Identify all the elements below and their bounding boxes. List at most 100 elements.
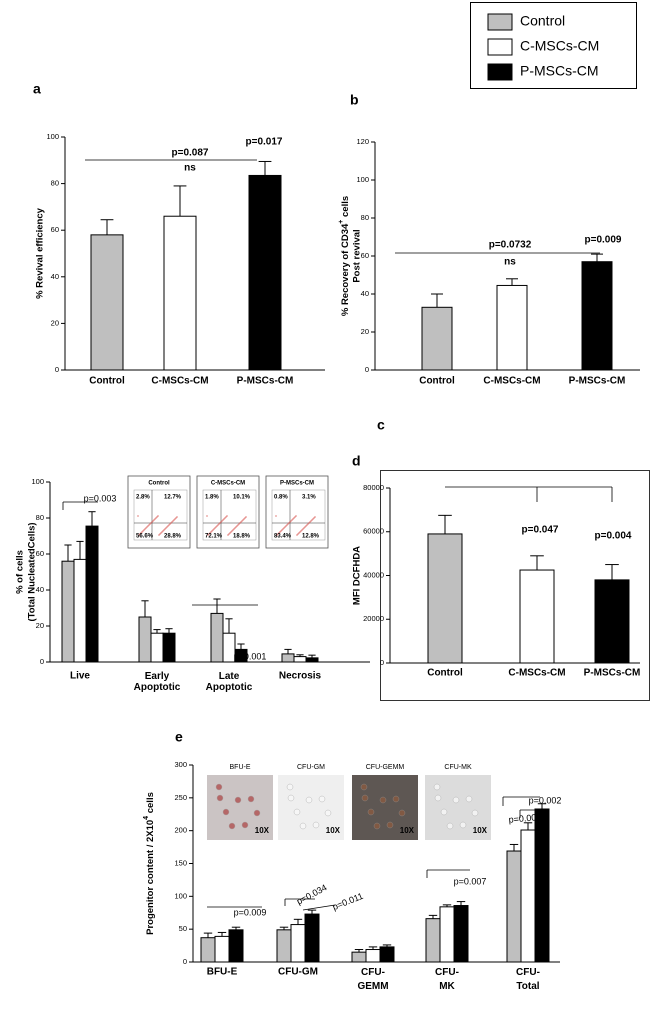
panel-label: e: [175, 729, 183, 745]
legend-label: C-MSCs-CM: [520, 38, 599, 54]
error-bar: [591, 253, 603, 262]
x-tick-label: Control: [427, 668, 463, 679]
bar: [163, 215, 197, 371]
colony-texture: [471, 809, 479, 817]
error-bar: [284, 648, 292, 654]
annotation: p=0.017: [246, 137, 283, 148]
scatter-texture: [164, 528, 166, 530]
quadrant-label: 3.1%: [302, 495, 316, 501]
bar: [90, 234, 124, 371]
error-bar: [428, 914, 438, 919]
error-bar: [509, 843, 519, 852]
annotation: p=0.009: [585, 235, 622, 246]
bar: [210, 612, 224, 663]
scatter-texture: [305, 525, 307, 527]
scatter-texture: [296, 534, 298, 536]
bar: [281, 653, 295, 663]
scatter-texture: [206, 515, 208, 517]
y-tick-label: 40000: [363, 570, 384, 579]
annotation: p=0.004: [595, 531, 632, 542]
x-tick-label: CFU- GEMM: [357, 967, 388, 992]
scatter-texture: [173, 519, 175, 521]
legend-label: P-MSCs-CM: [520, 63, 599, 79]
magnification: 10X: [400, 826, 415, 835]
bar: [365, 949, 381, 963]
annotation: p=0.007: [454, 876, 487, 886]
y-axis-label: Progenitor content / 2X104 cells: [143, 792, 155, 935]
y-axis-label: Post revival: [352, 229, 363, 282]
bar: [581, 261, 613, 371]
x-tick-label: P-MSCs-CM: [584, 668, 641, 679]
bar: [73, 558, 87, 663]
y-axis-label: MFI DCFHDA: [352, 546, 363, 605]
y-tick-label: 60000: [363, 527, 384, 536]
panel-label: b: [350, 92, 359, 108]
y-axis-label: (Total NucleatedCells): [27, 522, 38, 621]
x-tick-label: CFU-GM: [278, 967, 318, 978]
x-tick-label: Late Apoptotic: [206, 671, 253, 693]
scatter-texture: [176, 516, 178, 518]
bar: [496, 284, 528, 371]
y-tick-label: 80000: [363, 483, 384, 492]
bar: [276, 929, 292, 963]
scatter-texture: [245, 516, 247, 518]
x-tick-label: C-MSCs-CM: [483, 376, 540, 387]
label-line: Apoptotic: [206, 682, 253, 693]
error-bar: [258, 160, 272, 176]
colony-texture: [446, 822, 454, 830]
panel-frame: [380, 470, 650, 701]
annotation: ns: [184, 163, 196, 174]
y-axis-label: % Recovery of CD34+ cells: [338, 196, 350, 316]
colony-texture: [361, 794, 369, 802]
scatter-texture: [137, 515, 139, 517]
quadrant-label: 72.1%: [205, 534, 223, 540]
scatter-texture: [157, 515, 159, 517]
scatter-texture: [149, 523, 151, 525]
inset-area: [133, 489, 188, 541]
inset-title: Control: [148, 481, 170, 487]
bar: [506, 850, 522, 963]
colony-texture: [318, 795, 326, 803]
y-tick-label: 40: [361, 289, 369, 298]
annotation: p=0.009: [234, 907, 267, 917]
quadrant-label: 0.8%: [274, 495, 288, 501]
scatter-texture: [275, 515, 277, 517]
x-tick-label: C-MSCs-CM: [151, 376, 208, 387]
y-tick-label: 0: [365, 365, 369, 374]
inset-title: P-MSCs-CM: [280, 481, 314, 487]
annotation: p=0.047: [522, 525, 559, 536]
quadrant-label: 12.7%: [164, 495, 182, 501]
magnification: 10X: [326, 826, 341, 835]
colony-texture: [312, 821, 320, 829]
quadrant-label: 83.4%: [274, 534, 292, 540]
x-tick-label: Control: [419, 376, 455, 387]
quadrant-label: 2.8%: [136, 495, 150, 501]
label-line: MK: [439, 980, 455, 991]
bar: [248, 174, 282, 371]
scatter-texture: [143, 529, 145, 531]
y-tick-label: 300: [174, 760, 187, 769]
error-bar: [141, 600, 149, 617]
inset-title: CFU-MK: [444, 764, 472, 771]
colony-texture: [398, 809, 406, 817]
annotation: p=0.011: [331, 891, 365, 912]
scatter-texture: [239, 522, 241, 524]
colony-texture: [379, 796, 387, 804]
bar: [61, 560, 75, 663]
y-tick-label: 0: [55, 365, 59, 374]
scatter-texture: [290, 520, 292, 522]
colony-texture: [392, 795, 400, 803]
bar: [305, 657, 319, 663]
x-tick-label: CFU- MK: [435, 967, 459, 992]
y-tick-label: 100: [31, 477, 44, 486]
colony-texture: [465, 795, 473, 803]
colony-texture: [247, 795, 255, 803]
colony-texture: [216, 794, 224, 802]
panel-label: d: [352, 453, 361, 469]
error-bar: [100, 219, 114, 235]
inset-title: CFU-GM: [297, 764, 325, 771]
scatter-texture: [152, 520, 154, 522]
error-bar: [76, 540, 84, 560]
quadrant-label: 1.8%: [205, 495, 219, 501]
